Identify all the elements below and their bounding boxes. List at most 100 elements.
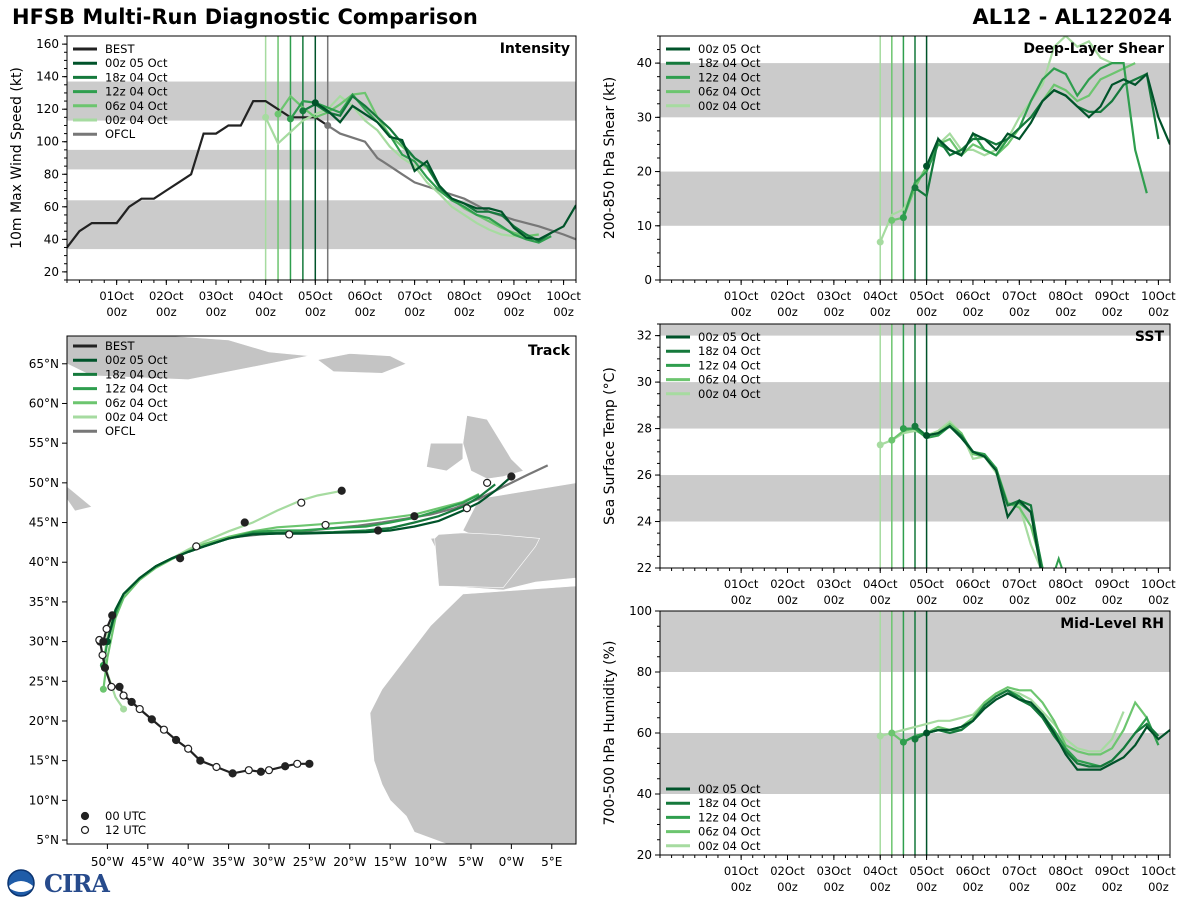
shear-run-start-marker-1	[911, 184, 919, 192]
sst-xtick-hour: 00z	[1148, 593, 1169, 607]
intensity-ytick-label: 160	[36, 37, 59, 51]
track-best-marker-00utc	[305, 759, 314, 768]
rh-legend-label: 18z 04 Oct	[698, 796, 761, 810]
intensity-xtick-hour: 00z	[255, 305, 276, 319]
track-best-marker-00utc	[196, 756, 205, 765]
intensity-xtick-date: 10Oct	[546, 289, 581, 303]
rh-xtick-hour: 00z	[870, 880, 891, 894]
sst-legend-label: 12z 04 Oct	[698, 358, 761, 372]
track-best-marker-00utc	[115, 682, 124, 691]
rh-run-line-1	[914, 688, 1160, 768]
sst-xtick-hour: 00z	[963, 593, 984, 607]
track-best-marker-12utc	[119, 691, 128, 700]
track-best-marker-12utc	[159, 725, 169, 734]
track-best-marker-00utc	[228, 769, 237, 778]
intensity-legend-label: 00z 04 Oct	[105, 113, 168, 127]
rh-legend-label: 00z 05 Oct	[698, 782, 761, 796]
rh-ylabel: 700-500 hPa Humidity (%)	[602, 641, 618, 826]
shear-run-start-marker-2	[899, 214, 907, 222]
shear-run-line-0	[925, 71, 1170, 167]
track-best-marker-12utc	[264, 766, 274, 775]
track-xtick-label: 5°W	[458, 855, 484, 869]
intensity-xtick-date: 08Oct	[447, 289, 482, 303]
sst-xtick-hour: 00z	[870, 593, 891, 607]
page-title: HFSB Multi-Run Diagnostic Comparison	[12, 5, 478, 29]
intensity-run-start-marker-2	[286, 115, 294, 123]
track-legend-label: BEST	[105, 339, 135, 353]
rh-run-start-marker-2	[899, 738, 907, 746]
shear-xtick-hour: 00z	[824, 305, 845, 319]
intensity-run-start-marker-1	[299, 107, 307, 115]
intensity-xtick-hour: 00z	[355, 305, 376, 319]
sst-run-start-marker-0	[923, 432, 931, 440]
intensity-run-line-2	[289, 92, 552, 244]
intensity-ofcl-line	[327, 124, 576, 241]
track-xtick-label: 25°W	[293, 855, 326, 869]
intensity-ytick-label: 100	[36, 135, 59, 149]
track-ytick-label: 15°N	[29, 754, 59, 768]
iceland-land	[316, 353, 408, 374]
rh-xtick-date: 10Oct	[1141, 864, 1176, 878]
shear-legend-label: 06z 04 Oct	[698, 85, 761, 99]
intensity-xtick-hour: 00z	[156, 305, 177, 319]
track-forecast-position-marker	[373, 526, 383, 535]
rh-xtick-hour: 00z	[824, 880, 845, 894]
africa-land	[369, 585, 576, 844]
track-legend-label: 06z 04 Oct	[105, 396, 168, 410]
shear-xtick-hour: 00z	[1055, 305, 1076, 319]
track-title: Track	[528, 343, 571, 359]
sst-xtick-hour: 00z	[916, 593, 937, 607]
rh-xtick-date: 01Oct	[724, 864, 759, 878]
shear-xtick-date: 08Oct	[1048, 289, 1083, 303]
track-xtick-label: 45°W	[131, 855, 164, 869]
shear-ytick-label: 10	[637, 219, 652, 233]
shear-run-start-marker-4	[876, 238, 884, 246]
sst-ytick-label: 22	[637, 561, 652, 575]
track-forecast-position-marker	[507, 472, 516, 481]
intensity-ytick-label: 140	[36, 70, 59, 84]
rh-ytick-label: 40	[637, 787, 652, 801]
track-forecast-position-marker	[240, 518, 249, 527]
rh-xtick-date: 09Oct	[1095, 864, 1130, 878]
rh-xtick-hour: 00z	[963, 880, 984, 894]
sst-ytick-label: 32	[637, 329, 652, 343]
intensity-run-line-0	[314, 101, 576, 241]
storm-id: AL12 - AL122024	[972, 5, 1173, 29]
track-ytick-label: 5°N	[36, 833, 59, 847]
sst-xtick-hour: 00z	[777, 593, 798, 607]
track-run-line-0	[106, 475, 513, 642]
spain-land	[434, 532, 541, 588]
rh-run-start-marker-0	[923, 729, 931, 737]
sst-ytick-label: 28	[637, 422, 652, 436]
rh-xtick-hour: 00z	[1148, 880, 1169, 894]
rh-ytick-label: 60	[637, 726, 652, 740]
rh-run-start-marker-4	[876, 732, 884, 740]
intensity-legend-label: 12z 04 Oct	[105, 85, 168, 99]
intensity-xtick-hour: 00z	[206, 305, 227, 319]
track-best-marker-12utc	[244, 766, 253, 775]
cira-logo: CIRA	[6, 868, 110, 898]
intensity-legend-label: BEST	[105, 42, 135, 56]
rh-plot-area	[660, 611, 1170, 855]
shear-plot-area	[660, 36, 1170, 280]
track-forecast-position-marker	[321, 520, 330, 530]
rh-xtick-date: 04Oct	[863, 864, 898, 878]
rh-xtick-date: 08Oct	[1048, 864, 1083, 878]
track-legend-label: 00z 05 Oct	[105, 353, 168, 367]
ireland-land	[426, 442, 464, 472]
intensity-title: Intensity	[500, 41, 570, 57]
shear-legend-label: 18z 04 Oct	[698, 56, 761, 70]
rh-run-line-3	[891, 686, 1148, 756]
intensity-xtick-hour: 00z	[504, 305, 525, 319]
sst-xtick-date: 01Oct	[724, 577, 759, 591]
sst-xtick-date: 02Oct	[770, 577, 805, 591]
shear-xtick-hour: 00z	[916, 305, 937, 319]
track-ytick-label: 60°N	[29, 396, 59, 410]
legend-00utc-marker	[80, 811, 90, 821]
track-forecast-position-marker	[192, 542, 201, 551]
shear-legend-label: 12z 04 Oct	[698, 70, 761, 84]
intensity-xtick-hour: 00z	[106, 305, 127, 319]
sst-legend-label: 00z 05 Oct	[698, 330, 761, 344]
intensity-xtick-hour: 00z	[404, 305, 425, 319]
sst-legend-label: 06z 04 Oct	[698, 373, 761, 387]
